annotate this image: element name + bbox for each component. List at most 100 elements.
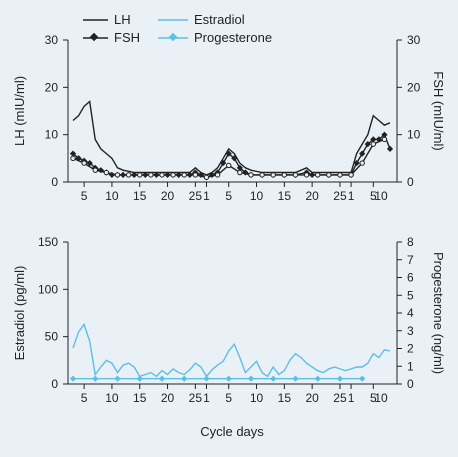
series-2-point [181,172,187,178]
series-2-point [70,155,76,162]
legend-fsh-marker [89,32,99,42]
top-x-tick-label: 15 [278,189,292,203]
top-right-tick-label: 10 [407,128,421,142]
bottom-x-tick-label: 25 [333,391,347,405]
lh-line [72,100,391,176]
bottom-x-tick-label: 5 [225,391,232,405]
legend-progesterone-label: Progesterone [194,30,272,45]
progesterone-point [69,375,77,382]
legend-lh-label: LH [114,12,131,27]
bottom-x-tick-label: 20 [305,391,319,405]
top-left-tick-label: 10 [45,128,59,142]
series-2-point [81,160,87,166]
progesterone-point [114,375,121,382]
bottom-left-axis-title: Estradiol (pg/ml) [12,266,27,361]
progesterone-point [292,375,299,382]
series-2-point [248,172,254,178]
top-left-axis-title: LH (mIU/ml) [12,76,27,146]
series-2-point [125,172,132,178]
bottom-right-tick-label: 0 [407,377,414,391]
fsh-point [225,150,232,157]
top-x-tick-label: 20 [305,189,319,203]
top-x-tick-label: 5 [370,189,377,203]
top-x-tick-label: 10 [105,189,119,203]
progesterone-point [158,375,166,382]
top-left-tick-label: 0 [51,175,58,189]
bottom-x-tick-label: 10 [374,391,388,405]
series-2-point [226,162,232,169]
series-2-line [72,138,385,179]
fsh-point [386,145,394,152]
bottom-x-tick-label: 10 [105,391,119,405]
series-2-point [192,172,199,178]
top-left-tick-label: 20 [45,80,59,94]
series-2-point [326,172,332,178]
fsh-point [370,136,377,143]
top-x-tick-label: 5 [225,189,232,203]
estradiol-line [72,322,391,378]
top-left-tick-label: 30 [45,33,59,47]
fsh-point [364,140,371,148]
progesterone-point [203,375,210,382]
series-2-point [337,172,343,178]
bottom-x-tick-label: 1 [203,391,210,405]
bottom-right-axis-title: Progesterone (ng/ml) [431,252,446,374]
top-right-tick-label: 30 [407,33,421,47]
x-axis-title: Cycle days [200,424,264,439]
series-2-point [315,172,321,178]
top-x-tick-label: 10 [374,189,388,203]
top-right-tick-label: 0 [407,175,414,189]
top-x-tick-label: 25 [333,189,347,203]
series-2-point [148,172,154,178]
top-x-tick-label: 25 [189,189,203,203]
series-2-point [381,136,388,143]
progesterone-point [270,375,277,382]
series-2-point [237,169,243,176]
series-2-point [292,172,299,178]
bottom-right-tick-label: 5 [407,288,414,302]
top-x-tick-label: 5 [81,189,88,203]
fsh-point [231,155,238,162]
bottom-right-tick-label: 6 [407,271,414,285]
bottom-x-tick-label: 15 [278,391,292,405]
progesterone-point [181,375,188,382]
top-legend: LH FSH Estradiol Progesterone [83,12,272,45]
series-2-point [303,172,310,178]
series-2-point [259,172,265,178]
bottom-left-tick-label: 150 [38,235,58,249]
series-2-point [114,172,121,178]
fsh-point [353,159,360,167]
series-2-point [370,141,377,147]
series-2-point [359,160,365,166]
top-x-tick-label: 15 [133,189,147,203]
bottom-x-tick-label: 15 [133,391,147,405]
progesterone-point [92,375,99,382]
progesterone-point [336,375,344,382]
top-right-axis-title: FSH (mIU/ml) [431,71,446,150]
legend-estradiol-label: Estradiol [194,12,245,27]
bottom-left-tick-label: 0 [51,377,58,391]
bottom-right-tick-label: 1 [407,359,414,373]
bottom-panel: Estradiol (pg/ml) Progesterone (ng/ml) C… [12,235,446,439]
fsh-point [220,159,227,167]
progesterone-point [225,375,232,382]
series-2-point [281,172,288,178]
series-2-point [137,172,143,178]
fsh-point [236,164,243,171]
series-2-point [159,172,165,178]
progesterone-point [359,375,366,382]
bottom-right-tick-label: 3 [407,324,414,338]
legend-progesterone-marker [168,32,178,42]
bottom-right-tick-label: 2 [407,342,414,356]
top-x-tick-label: 10 [250,189,264,203]
bottom-x-tick-label: 5 [370,391,377,405]
bottom-right-tick-label: 8 [407,235,414,249]
series-2-point [92,167,98,173]
progesterone-point [247,375,255,382]
fsh-point [359,150,366,157]
series-2-point [103,169,110,176]
top-series-group [69,100,394,181]
